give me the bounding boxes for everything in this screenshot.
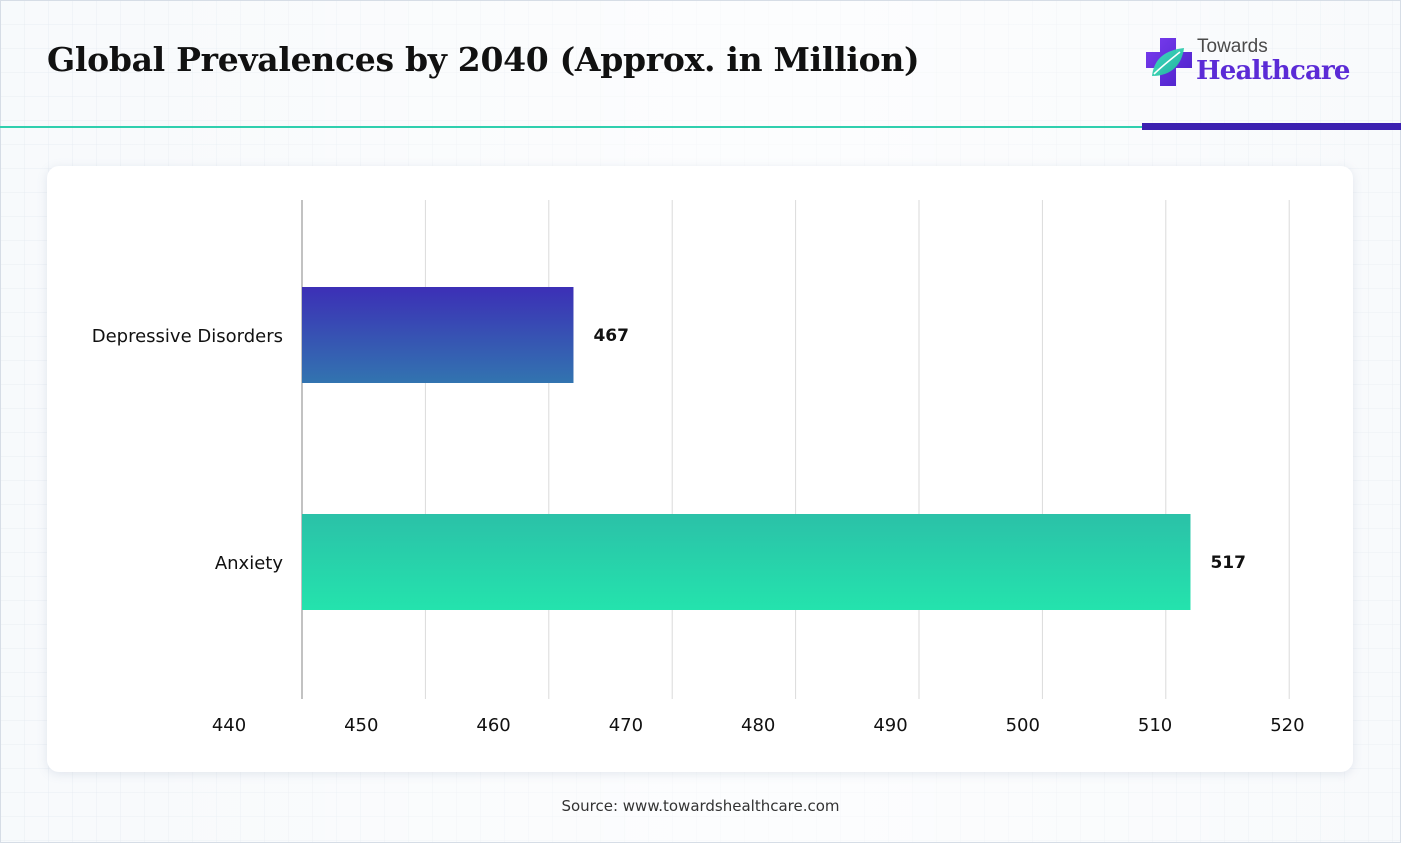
data-label: 517 (1210, 553, 1246, 573)
gridlines (301, 200, 1290, 699)
x-tick-label: 520 (1270, 715, 1304, 736)
chart-card: 440 450 460 470 480 490 500 510 520 Depressive Di… (47, 166, 1353, 772)
bar-anxiety (302, 514, 1191, 610)
medical-cross-leaf-icon (1146, 38, 1192, 86)
x-tick-label: 440 (212, 715, 246, 736)
x-tick-label: 470 (609, 715, 643, 736)
category-label: Anxiety (215, 553, 284, 574)
x-tick-label: 500 (1006, 715, 1040, 736)
data-label: 467 (593, 326, 629, 346)
x-tick-label: 510 (1138, 715, 1172, 736)
x-tick-label: 460 (476, 715, 510, 736)
labels: 440 450 460 470 480 490 500 510 520 Depressive Di… (92, 326, 1305, 736)
source-note: Source: www.towardshealthcare.com (561, 797, 840, 815)
brand-logo: Towards Healthcare (1144, 34, 1364, 94)
logo-text-towards: Towards (1197, 36, 1268, 57)
logo-text-healthcare: Healthcare (1196, 56, 1350, 86)
x-tick-label: 490 (873, 715, 907, 736)
page-title: Global Prevalences by 2040 (Approx. in M… (47, 40, 920, 79)
header-rule-teal (0, 126, 1142, 128)
x-tick-label: 480 (741, 715, 775, 736)
header-rule-purple (1142, 123, 1401, 130)
bars (302, 287, 1191, 610)
category-label: Depressive Disorders (92, 326, 283, 347)
bar-chart: 440 450 460 470 480 490 500 510 520 Depressive Di… (92, 200, 1305, 736)
bar-depressive-disorders (302, 287, 574, 383)
x-tick-label: 450 (344, 715, 378, 736)
